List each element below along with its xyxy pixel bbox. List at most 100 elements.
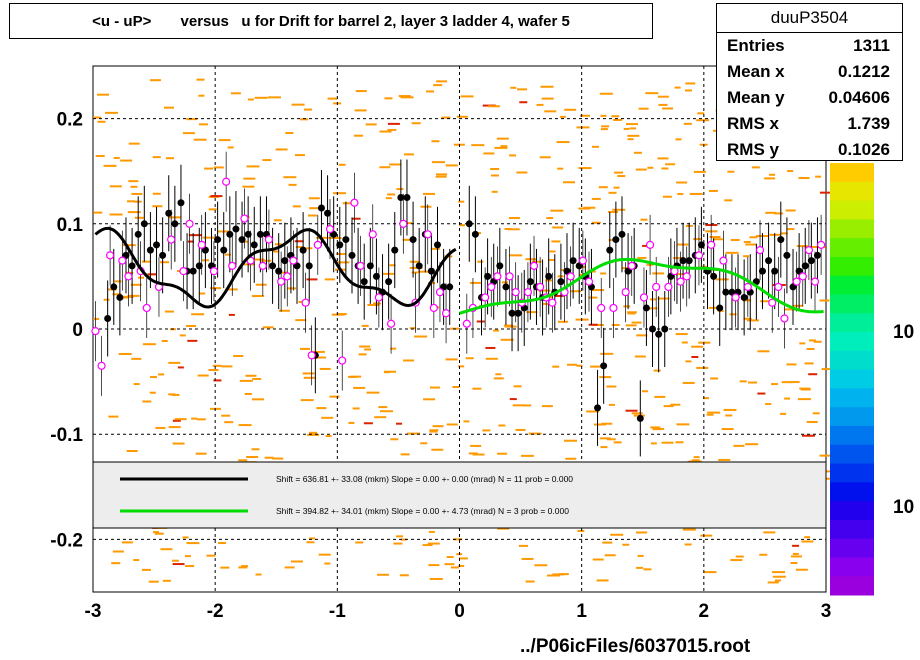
palette-cell	[830, 501, 874, 521]
hist-cell	[218, 139, 231, 142]
data-point	[167, 235, 176, 244]
hist-cell	[801, 434, 815, 437]
hist-cell	[255, 573, 262, 576]
data-point	[222, 177, 231, 186]
data-point	[250, 241, 258, 249]
hist-cell	[769, 173, 776, 176]
data-point	[716, 304, 724, 312]
hist-cell	[746, 319, 759, 322]
data-point	[548, 298, 557, 307]
data-point	[645, 240, 655, 249]
hist-cell	[348, 421, 355, 424]
data-point	[481, 293, 490, 302]
hist-cell	[617, 175, 626, 178]
hist-cell	[725, 251, 739, 254]
hist-cell	[703, 397, 710, 400]
hist-cell	[409, 260, 420, 263]
hist-cell	[114, 280, 122, 283]
hist-cell	[608, 191, 617, 194]
hist-cell	[544, 110, 557, 113]
hist-cell	[602, 541, 613, 544]
data-point	[209, 267, 219, 276]
hist-cell	[332, 192, 346, 195]
hist-cell	[547, 258, 555, 261]
hist-cell	[641, 390, 648, 393]
hist-cell	[570, 290, 582, 293]
hist-cell	[749, 236, 758, 239]
hist-cell	[596, 579, 609, 582]
hist-cell	[696, 119, 710, 122]
hist-cell	[677, 193, 684, 196]
hist-cell	[184, 555, 191, 558]
hist-cell	[662, 195, 672, 198]
data-point	[740, 293, 748, 301]
y-tick-label: 0.1	[57, 215, 84, 236]
hist-cell	[328, 236, 342, 239]
data-point	[289, 256, 298, 265]
hist-cell	[799, 387, 811, 390]
hist-cell	[483, 152, 495, 155]
hist-cell	[708, 189, 718, 192]
hist-cell	[148, 580, 159, 583]
data-point	[804, 246, 813, 255]
hist-cell	[458, 365, 465, 368]
hist-cell	[611, 115, 620, 118]
data-point	[386, 319, 396, 328]
hist-cell	[93, 317, 100, 320]
palette-label: 10	[893, 497, 914, 518]
hist-cell	[509, 398, 517, 401]
hist-cell	[308, 197, 320, 200]
data-point	[465, 220, 473, 228]
hist-cell	[367, 304, 380, 307]
hist-cell	[730, 239, 740, 242]
data-point	[722, 288, 730, 296]
hist-cell	[228, 313, 235, 316]
hist-cell	[733, 444, 745, 447]
hist-cell	[600, 352, 614, 355]
hist-cell	[220, 566, 230, 569]
hist-cell	[540, 85, 554, 88]
hist-cell	[172, 442, 185, 445]
hist-cell	[665, 163, 676, 166]
data-point	[409, 236, 417, 244]
hist-cell	[97, 93, 110, 96]
hist-cell	[729, 313, 737, 316]
hist-cell	[291, 103, 305, 106]
data-point	[153, 241, 161, 249]
hist-cell	[273, 219, 282, 222]
hist-cell	[493, 377, 504, 380]
data-point	[636, 414, 644, 422]
hist-cell	[625, 409, 638, 412]
hist-cell	[188, 234, 202, 237]
data-point	[578, 256, 587, 265]
data-point	[774, 282, 783, 292]
palette-cell	[830, 576, 874, 596]
hist-cell	[819, 191, 830, 194]
hist-cell	[592, 558, 604, 561]
hist-cell	[400, 453, 410, 456]
data-point	[810, 277, 820, 286]
palette-cell	[830, 463, 874, 483]
hist-cell	[640, 218, 648, 221]
hist-cell	[152, 192, 161, 195]
hist-cell	[177, 366, 184, 369]
hist-cell	[290, 560, 303, 563]
hist-cell	[558, 573, 569, 576]
chart-title-box: <u - uP> versus u for Drift for barrel 2…	[9, 3, 653, 39]
hist-cell	[240, 565, 248, 568]
data-point	[110, 283, 118, 291]
legend-text: Shift = 636.81 +- 33.08 (mkm) Slope = 0.…	[276, 474, 573, 484]
hist-cell	[409, 266, 423, 269]
data-point	[566, 272, 575, 281]
hist-cell	[772, 575, 786, 578]
hist-cell	[808, 373, 818, 376]
data-point	[487, 282, 496, 292]
hist-cell	[245, 374, 257, 377]
data-point	[462, 319, 471, 328]
hist-cell	[809, 245, 819, 248]
color-palette: 10 10	[830, 163, 914, 596]
hist-cell	[133, 383, 140, 386]
hist-cell	[751, 166, 760, 169]
data-point	[385, 278, 393, 286]
hist-cell	[212, 364, 222, 367]
